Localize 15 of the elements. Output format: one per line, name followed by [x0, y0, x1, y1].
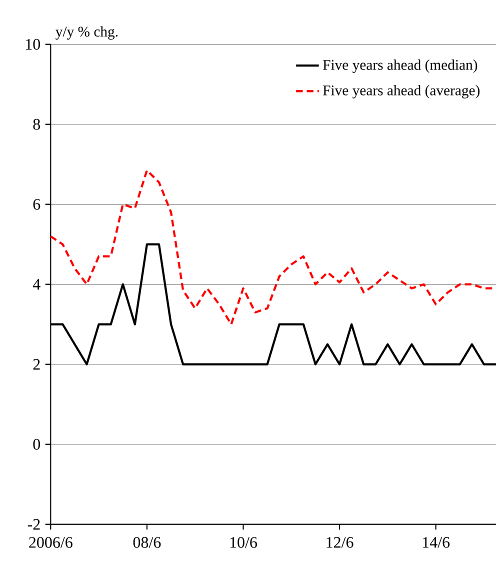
x-tick-label: 2006/6: [29, 537, 72, 548]
y-tick-label: 2: [33, 359, 40, 370]
legend-label: Five years ahead (median): [323, 60, 478, 73]
y-tick-label: 10: [26, 38, 40, 50]
x-tick-label: 12/6: [326, 537, 354, 548]
y-tick-label: -2: [28, 519, 40, 530]
legend-label: Five years ahead (average): [323, 85, 480, 98]
y-axis-title: y/y % chg.: [56, 26, 118, 40]
y-tick-label: 0: [33, 438, 40, 450]
x-tick-label: 08/6: [133, 537, 161, 548]
y-tick-label: 6: [33, 198, 40, 210]
x-tick-label: 14/6: [423, 537, 450, 548]
x-tick-label: 10/6: [230, 537, 257, 548]
y-tick-label: 8: [33, 118, 40, 130]
y-tick-label: 4: [32, 279, 40, 290]
